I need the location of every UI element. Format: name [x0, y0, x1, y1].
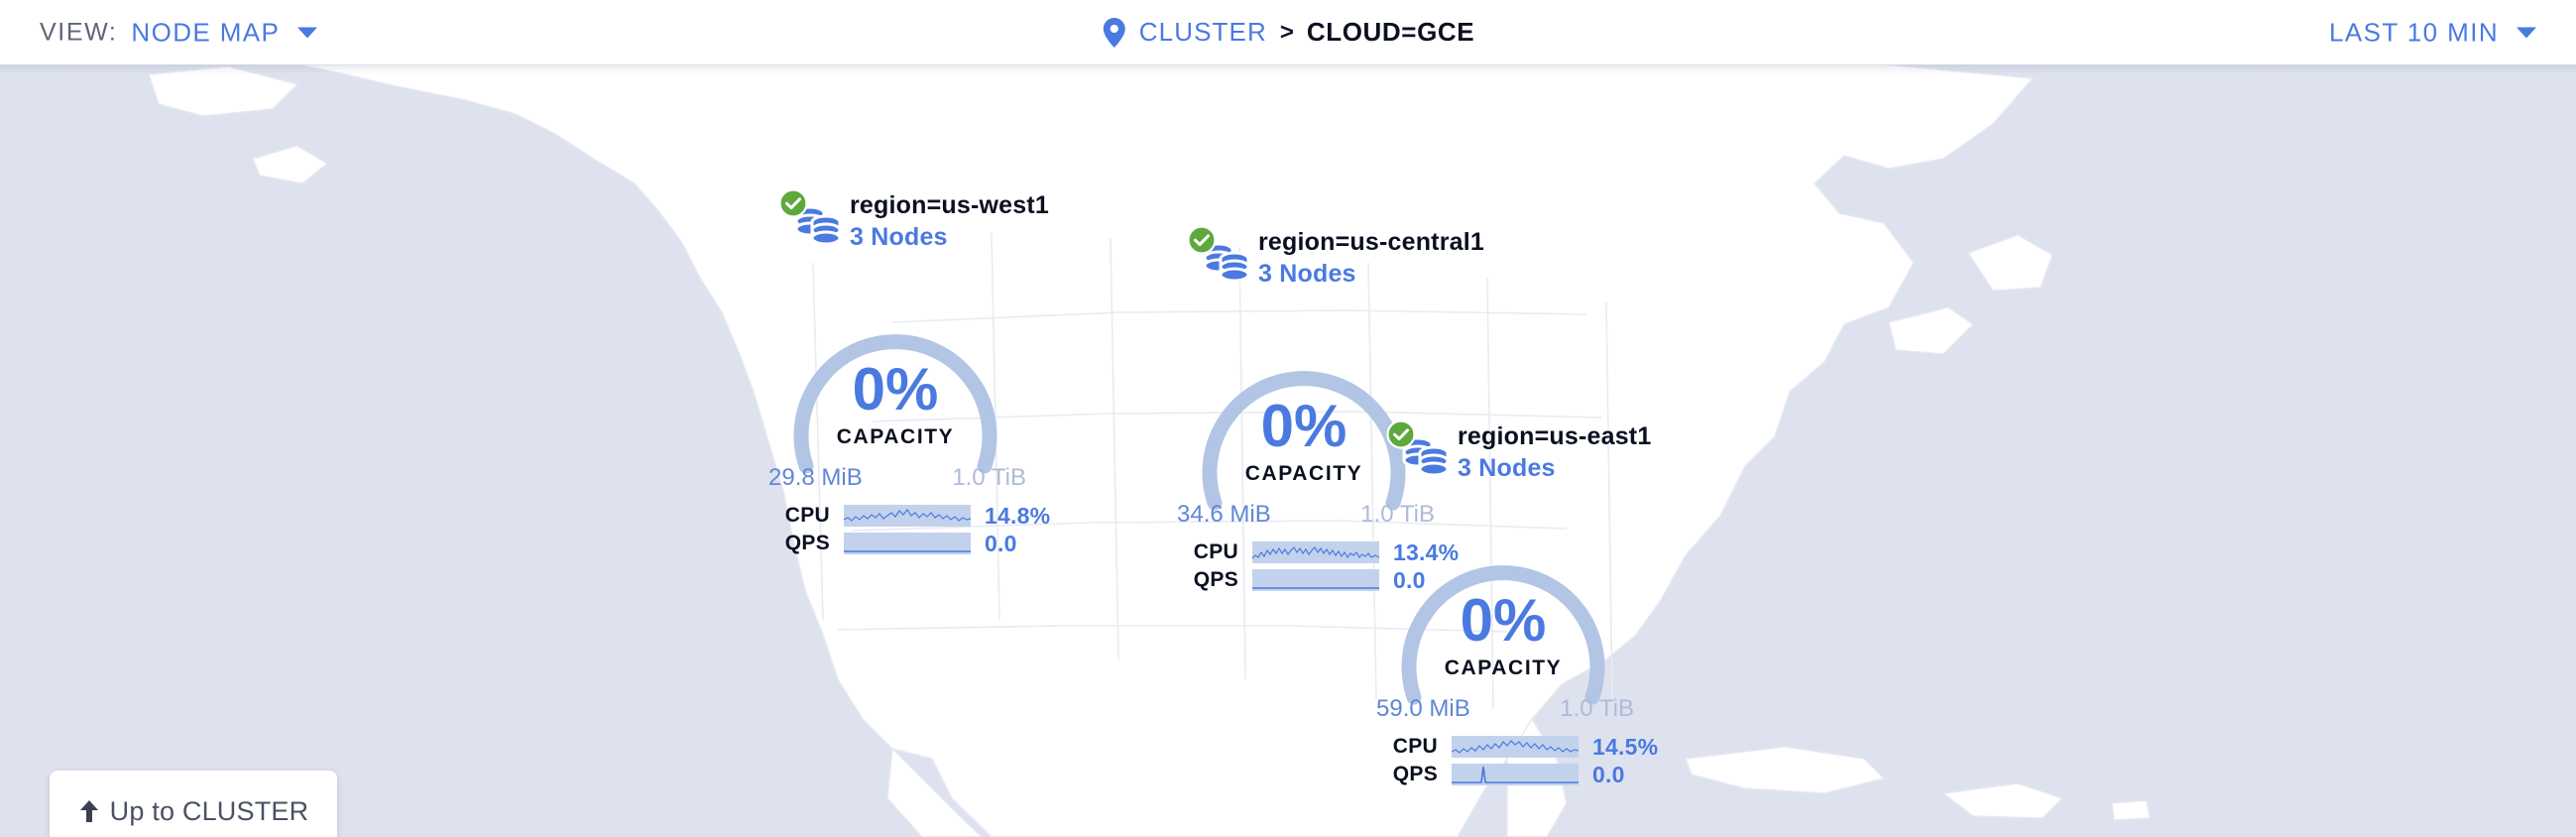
capacity-total: 1.0 TiB: [952, 464, 1026, 491]
qps-sparkline: [844, 533, 971, 554]
metric-row: CPU 13.4%: [1177, 538, 1459, 566]
breadcrumb: CLUSTER > CLOUD=GCE: [1102, 17, 1474, 49]
database-stack-icon: [1398, 431, 1454, 486]
capacity-range: 29.8 MiB 1.0 TiB: [768, 464, 1026, 492]
metric-value: 13.4%: [1393, 538, 1460, 565]
node-metrics: CPU 13.4% QPS 0.0: [1177, 538, 1459, 594]
cpu-sparkline: [1252, 541, 1379, 563]
time-range-selector[interactable]: LAST 10 MIN: [2329, 17, 2536, 48]
chevron-down-icon[interactable]: [297, 27, 318, 38]
database-stack-icon: [790, 200, 846, 255]
node-title-group: region=us-west1 3 Nodes: [850, 188, 1049, 251]
arrow-up-icon: [78, 798, 100, 824]
node-title: region=us-west1: [850, 191, 1049, 219]
up-to-cluster-label: Up to CLUSTER: [109, 795, 309, 826]
metric-label: QPS: [1392, 763, 1438, 785]
view-label: VIEW:: [40, 18, 118, 46]
metric-label: QPS: [784, 532, 830, 554]
node-region-us-east1[interactable]: region=us-east1 3 Nodes 0% CAPACITY 59.0…: [1376, 419, 1803, 836]
capacity-range: 34.6 MiB 1.0 TiB: [1177, 501, 1435, 529]
node-header[interactable]: region=us-central1 3 Nodes: [1187, 225, 1484, 288]
breadcrumb-current: CLOUD=GCE: [1306, 17, 1475, 47]
node-subtitle: 3 Nodes: [850, 223, 948, 252]
metric-label: CPU: [1392, 735, 1438, 758]
metric-row: QPS 0.0: [768, 530, 1050, 557]
capacity-used: 59.0 MiB: [1376, 695, 1470, 722]
node-title: region=us-east1: [1458, 422, 1652, 450]
capacity-total: 1.0 TiB: [1360, 501, 1435, 528]
metric-value: 0.0: [1393, 566, 1426, 593]
up-to-cluster-button[interactable]: Up to CLUSTER: [50, 771, 337, 837]
node-header[interactable]: region=us-east1 3 Nodes: [1386, 419, 1651, 482]
capacity-range: 59.0 MiB 1.0 TiB: [1376, 695, 1634, 723]
node-header[interactable]: region=us-west1 3 Nodes: [778, 188, 1049, 251]
map-canvas[interactable]: region=us-west1 3 Nodes 0% CAPACITY 29.8…: [0, 64, 2576, 837]
metric-row: QPS 0.0: [1177, 566, 1459, 594]
metric-value: 0.0: [985, 530, 1017, 556]
metric-label: CPU: [1193, 540, 1238, 563]
capacity-used: 34.6 MiB: [1177, 501, 1271, 528]
metric-value: 14.8%: [985, 502, 1051, 529]
metric-label: CPU: [784, 504, 830, 527]
location-pin-icon: [1102, 17, 1127, 49]
node-metrics: CPU 14.5% QPS 0.0: [1376, 733, 1658, 788]
metric-label: QPS: [1193, 568, 1238, 591]
node-icon-group: [1386, 419, 1458, 481]
capacity-gauge: 0% CAPACITY: [786, 312, 1004, 476]
node-icon-group: [778, 188, 850, 250]
node-icon-group: [1187, 225, 1258, 287]
time-range-value[interactable]: LAST 10 MIN: [2329, 17, 2499, 47]
check-circle-icon: [1386, 419, 1416, 454]
qps-sparkline: [1452, 764, 1579, 785]
chevron-down-icon[interactable]: [2517, 27, 2536, 38]
metric-row: QPS 0.0: [1376, 761, 1658, 788]
capacity-gauge: 0% CAPACITY: [1394, 543, 1612, 707]
metric-row: CPU 14.5%: [1376, 733, 1658, 761]
qps-sparkline: [1252, 569, 1379, 591]
capacity-used: 29.8 MiB: [768, 464, 863, 491]
capacity-gauge: 0% CAPACITY: [1195, 349, 1413, 513]
node-region-us-west1[interactable]: region=us-west1 3 Nodes 0% CAPACITY 29.8…: [768, 188, 1195, 605]
capacity-total: 1.0 TiB: [1560, 695, 1634, 722]
breadcrumb-cluster-link[interactable]: CLUSTER: [1138, 17, 1267, 47]
node-metrics: CPU 14.8% QPS 0.0: [768, 502, 1050, 557]
check-circle-icon: [778, 188, 808, 223]
top-header-bar: VIEW: NODE MAP CLUSTER > CLOUD=GCE LAST …: [0, 0, 2576, 64]
view-value[interactable]: NODE MAP: [131, 17, 281, 47]
metric-value: 14.5%: [1592, 733, 1659, 760]
node-title-group: region=us-east1 3 Nodes: [1458, 419, 1651, 482]
check-circle-icon: [1187, 225, 1217, 260]
view-selector[interactable]: VIEW: NODE MAP: [40, 17, 318, 48]
breadcrumb-separator: >: [1279, 18, 1294, 46]
cpu-sparkline: [844, 505, 971, 527]
node-subtitle: 3 Nodes: [1258, 260, 1356, 289]
cpu-sparkline: [1452, 736, 1579, 758]
node-title: region=us-central1: [1258, 228, 1484, 256]
node-subtitle: 3 Nodes: [1458, 454, 1556, 483]
node-title-group: region=us-central1 3 Nodes: [1258, 225, 1484, 288]
metric-row: CPU 14.8%: [768, 502, 1050, 530]
metric-value: 0.0: [1592, 761, 1625, 787]
